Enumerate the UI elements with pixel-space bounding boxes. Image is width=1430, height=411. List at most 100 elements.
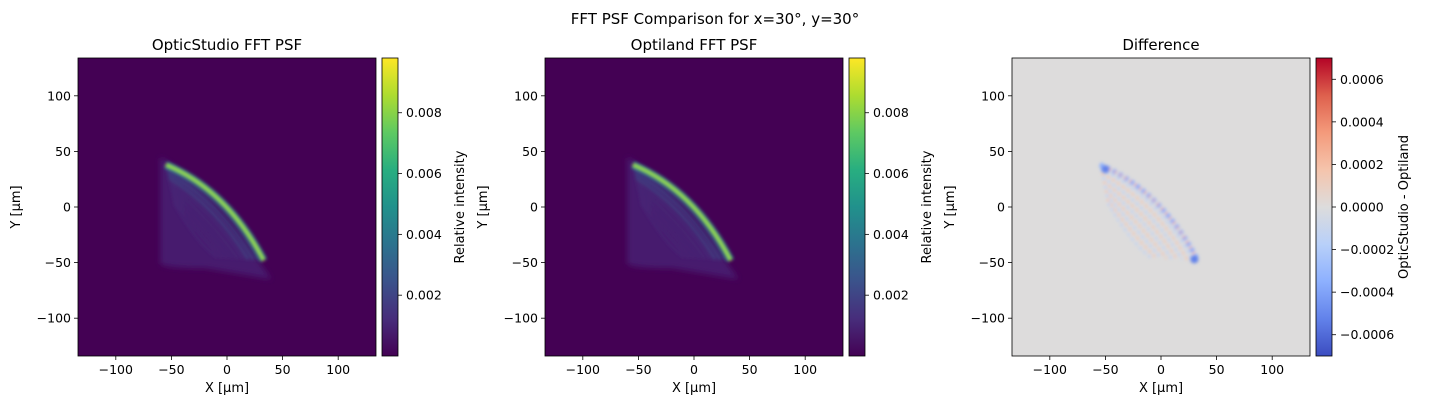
psf-image <box>160 156 272 280</box>
x-axis-label: X [µm] <box>672 381 716 396</box>
colorbar-tick-label: 0.006 <box>873 166 909 181</box>
psf-fringe <box>635 180 711 260</box>
x-tick-label: 100 <box>793 362 817 377</box>
colorbar-tick-label: 0.0002 <box>1340 157 1384 172</box>
x-tick-label: 100 <box>1260 362 1284 377</box>
diff-fringe <box>1105 193 1163 260</box>
x-tick-label: 100 <box>326 362 350 377</box>
y-tick-label: 0 <box>63 200 71 215</box>
colorbar: 0.002 0.004 0.006 0.008 Relative intensity <box>381 57 468 357</box>
colorbar-tick-label: 0.002 <box>873 288 909 303</box>
psf-main-arc <box>164 161 267 262</box>
psf-fringes <box>633 168 727 261</box>
psf-image <box>1098 162 1200 264</box>
y-tick-label: 0 <box>997 200 1005 215</box>
diff-fringe <box>1103 185 1173 260</box>
colorbar-tick-label: 0.006 <box>406 166 442 181</box>
y-axis-label: Y [µm] <box>943 185 958 229</box>
colorbar-tick-label: 0.0004 <box>1340 114 1384 129</box>
x-tick-label: 0 <box>1157 362 1165 377</box>
x-tick-label: 50 <box>742 362 758 377</box>
colorbar-label: OpticStudio - Optiland <box>1397 135 1412 279</box>
y-tick-label: 100 <box>514 88 538 103</box>
panel-3: Difference −100 −50 0 50 100 −100 −50 0 50 100 X [µ… <box>943 36 1412 396</box>
x-axis-label: X [µm] <box>205 381 249 396</box>
y-tick-label: 0 <box>530 200 538 215</box>
psf-fringe <box>637 189 701 260</box>
diff-fringe <box>1101 172 1189 261</box>
psf-fringe <box>636 185 706 260</box>
psf-fringe <box>638 193 696 259</box>
x-tick-label: −50 <box>1092 362 1118 377</box>
y-tick-label: −50 <box>45 255 71 270</box>
x-axis-label: X [µm] <box>1139 381 1183 396</box>
colorbar-gradient <box>1316 58 1332 356</box>
psf-fringe <box>166 168 260 261</box>
y-tick-label: 50 <box>522 144 538 159</box>
psf-image <box>627 156 739 280</box>
psf-main-arc <box>631 161 734 262</box>
x-tick-label: −100 <box>99 362 133 377</box>
y-tick-label: −100 <box>971 311 1005 326</box>
psf-fringe <box>639 198 690 259</box>
panel-title: Difference <box>1122 36 1199 54</box>
colorbar-tick-label: −0.0006 <box>1340 327 1394 342</box>
psf-fringe <box>635 176 717 261</box>
psf-fringe <box>168 176 250 261</box>
diff-fringes <box>1100 167 1194 261</box>
panel-title: OpticStudio FFT PSF <box>152 36 302 54</box>
x-tick-label: −100 <box>1033 362 1067 377</box>
diff-main-arc <box>1098 162 1200 264</box>
psf-fringe <box>167 172 255 261</box>
y-tick-label: 50 <box>989 144 1005 159</box>
psf-fringe <box>173 202 218 259</box>
colorbar-tick-label: −0.0004 <box>1340 285 1394 300</box>
diff-arc-blue <box>1098 162 1200 262</box>
colorbar-tick-label: −0.0002 <box>1340 242 1394 257</box>
diff-fringe <box>1107 202 1152 259</box>
diff-fringe <box>1106 198 1157 259</box>
colorbar-tick-label: 0.008 <box>406 105 442 120</box>
y-tick-label: −50 <box>979 255 1005 270</box>
psf-fringe <box>169 185 239 260</box>
colorbar-tick-label: 0.004 <box>873 227 909 242</box>
colorbar: 0.002 0.004 0.006 0.008 Relative intensity <box>848 57 935 357</box>
y-tick-label: 100 <box>47 88 71 103</box>
colorbar-tick-label: 0.0006 <box>1340 72 1384 87</box>
diff-extreme-neg <box>1101 165 1110 174</box>
colorbar-tick-label: 0.004 <box>406 227 442 242</box>
y-tick-label: −100 <box>37 311 71 326</box>
x-tick-label: 0 <box>223 362 231 377</box>
x-tick-label: 50 <box>1209 362 1225 377</box>
colorbar-label: Relative intensity <box>920 150 935 263</box>
psf-fringe <box>640 202 685 259</box>
panel-1: OpticStudio FFT PSF −100 −50 0 50 100 −100 −50 0… <box>9 36 468 396</box>
diff-fringe <box>1101 176 1184 261</box>
psf-fringes <box>166 168 260 261</box>
colorbar-tick-label: 0.0000 <box>1340 200 1384 215</box>
y-axis-label: Y [µm] <box>9 185 24 229</box>
colorbar-frame <box>848 57 866 357</box>
colorbar-tick-label: 0.002 <box>406 288 442 303</box>
figure-suptitle: FFT PSF Comparison for x=30°, y=30° <box>571 10 859 28</box>
y-tick-label: −100 <box>504 311 538 326</box>
x-tick-label: −100 <box>566 362 600 377</box>
x-tick-label: 50 <box>275 362 291 377</box>
psf-fringe <box>171 193 229 259</box>
panel-2: Optiland FFT PSF −100 −50 0 50 100 −100 −50 0 50 1… <box>476 36 935 396</box>
psf-arc-peak <box>165 163 265 261</box>
colorbar-gradient <box>849 58 865 356</box>
psf-fringe <box>172 198 223 259</box>
x-tick-label: 0 <box>690 362 698 377</box>
colorbar: −0.0006 −0.0004 −0.0002 0.0000 0.0002 0.0004 0… <box>1315 57 1412 357</box>
x-tick-label: −50 <box>158 362 184 377</box>
psf-fringe <box>170 189 234 260</box>
y-tick-label: 50 <box>55 144 71 159</box>
psf-fringe <box>634 172 722 261</box>
plot-area <box>1012 58 1310 356</box>
colorbar-label: Relative intensity <box>453 150 468 263</box>
x-tick-label: −50 <box>625 362 651 377</box>
diff-extreme-neg <box>1190 255 1199 264</box>
colorbar-tick-label: 0.008 <box>873 105 909 120</box>
